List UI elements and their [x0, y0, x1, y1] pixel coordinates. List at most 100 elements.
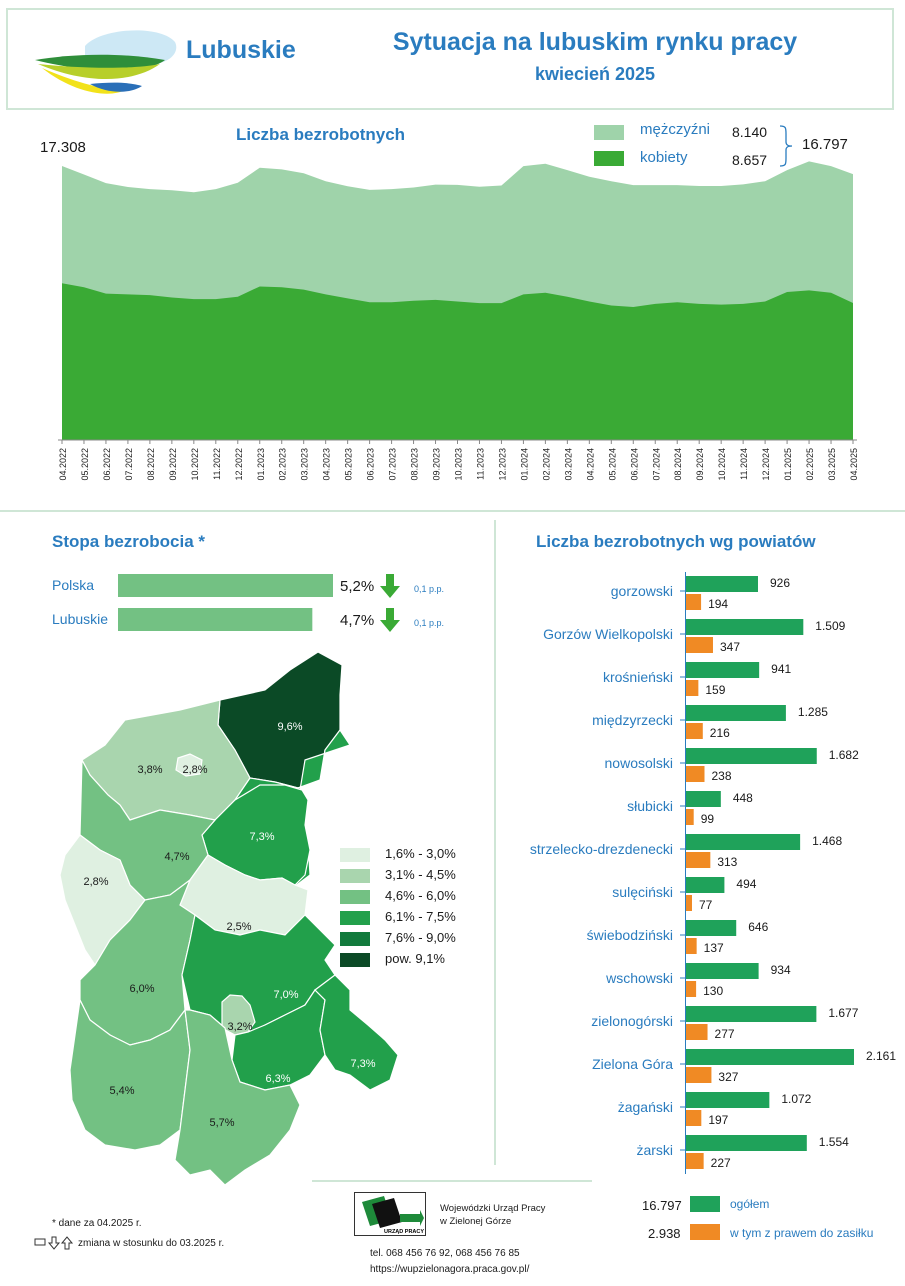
map-legend-swatch — [340, 911, 370, 925]
map-legend-label: 4,6% - 6,0% — [385, 888, 456, 903]
map-region-gorzow-wlkp — [175, 753, 203, 777]
county-category-label: świebodziński — [587, 927, 673, 943]
county-total-label: 1.468 — [812, 834, 842, 848]
county-benefit-bar — [686, 981, 697, 997]
brand-name: Lubuskie — [186, 36, 296, 64]
county-benefit-label: 194 — [708, 597, 728, 611]
down-arrow-icon — [380, 574, 400, 598]
map-legend-swatch — [340, 932, 370, 946]
map-legend-swatch — [340, 953, 370, 967]
legend-total-value: 16.797 — [642, 1198, 682, 1213]
total-value-label: 16.797 — [802, 136, 848, 153]
county-category-label: krośnieński — [603, 669, 673, 685]
county-category-label: sulęciński — [612, 884, 673, 900]
x-tick-label: 10.2023 — [454, 448, 464, 481]
county-benefit-bar — [686, 1067, 712, 1083]
county-benefit-label: 327 — [718, 1070, 738, 1084]
rate-bar — [118, 608, 313, 631]
county-total-label: 1.072 — [781, 1092, 811, 1106]
county-total-label: 1.509 — [815, 619, 845, 633]
x-tick-label: 04.2022 — [58, 448, 68, 481]
county-total-bar — [686, 619, 804, 635]
legend-swatch-benefit — [690, 1224, 720, 1240]
x-tick-label: 05.2022 — [80, 448, 90, 481]
map-region-zielona-gora — [221, 994, 256, 1036]
footer-org-line1: Wojewódzki Urząd Pracy — [440, 1203, 546, 1214]
county-total-label: 1.554 — [819, 1135, 849, 1149]
unemployment-area-chart: 04.2022 05.2022 06.2022 07.2022 08.2022 09.20… — [58, 161, 859, 481]
county-category-label: słubicki — [627, 798, 673, 814]
county-total-label: 941 — [771, 662, 791, 676]
x-tick-label: 07.2024 — [651, 448, 661, 481]
x-tick-label: 01.2023 — [256, 448, 266, 481]
county-total-label: 2.161 — [866, 1049, 896, 1063]
county-benefit-bar — [686, 852, 711, 868]
x-tick-label: 02.2023 — [278, 448, 288, 481]
section-divider — [0, 510, 905, 512]
x-tick-label: 11.2022 — [212, 448, 222, 480]
legend-label-total: ogółem — [730, 1197, 769, 1211]
map-region-value-label: 3,8% — [137, 764, 162, 776]
county-total-bar — [686, 791, 721, 807]
footer-divider — [312, 1180, 592, 1182]
x-tick-label: 08.2023 — [410, 448, 420, 481]
county-category-label: wschowski — [605, 970, 673, 986]
legend-value-men: 8.140 — [732, 124, 768, 140]
change-arrows-icon — [34, 1236, 74, 1250]
county-category-label: żarski — [636, 1142, 673, 1158]
map-region-zaganski — [174, 1009, 301, 1186]
x-tick-label: 01.2024 — [519, 448, 529, 481]
map-region-value-label: 2,8% — [83, 876, 108, 888]
county-benefit-bar — [686, 1110, 702, 1126]
legend-swatch-women — [594, 151, 624, 166]
county-benefit-bar — [686, 680, 699, 696]
county-benefit-label: 130 — [703, 984, 723, 998]
map-region-value-label: 3,2% — [227, 1021, 252, 1033]
county-total-label: 1.285 — [798, 705, 828, 719]
county-benefit-bar — [686, 594, 702, 610]
map-region-value-label: 5,4% — [109, 1085, 134, 1097]
legend-swatch-men — [594, 125, 624, 140]
county-benefit-bar — [686, 938, 697, 954]
county-benefit-bar — [686, 723, 703, 739]
county-total-bar — [686, 1006, 817, 1022]
rate-change-label: 0,1 p.p. — [414, 584, 444, 594]
county-benefit-label: 77 — [699, 898, 713, 912]
x-tick-label: 02.2024 — [541, 448, 551, 481]
x-tick-label: 08.2024 — [673, 448, 683, 481]
legend-value-women: 8.657 — [732, 152, 768, 168]
county-category-label: nowosolski — [605, 755, 673, 771]
x-tick-label: 01.2025 — [783, 448, 793, 481]
county-category-label: zielonogórski — [591, 1013, 673, 1029]
county-benefit-label: 347 — [720, 640, 740, 654]
logo-lime-shape — [38, 64, 160, 80]
page-subtitle: kwiecień 2025 — [534, 64, 656, 84]
county-category-label: Zielona Góra — [592, 1056, 673, 1072]
x-tick-label: 04.2025 — [849, 448, 859, 481]
county-total-label: 494 — [736, 877, 756, 891]
county-benefit-label: 227 — [711, 1156, 731, 1170]
county-category-label: gorzowski — [611, 583, 673, 599]
map-legend-swatch — [340, 869, 370, 883]
county-benefit-label: 313 — [717, 855, 737, 869]
footer-url: https://wupzielonagora.praca.gov.pl/ — [370, 1264, 530, 1275]
county-total-bar — [686, 834, 801, 850]
county-benefit-label: 216 — [710, 726, 730, 740]
x-tick-label: 05.2024 — [607, 448, 617, 481]
x-tick-label: 11.2023 — [475, 448, 485, 480]
x-tick-label: 03.2025 — [827, 448, 837, 481]
map-region-value-label: 4,7% — [164, 851, 189, 863]
county-total-bar — [686, 1049, 854, 1065]
footnote-date: * dane za 04.2025 r. — [52, 1218, 142, 1229]
x-tick-label: 09.2023 — [432, 448, 442, 481]
county-total-bar — [686, 705, 786, 721]
map-region-value-label: 2,8% — [182, 764, 207, 776]
lubuskie-map: 9,6% 3,8% 2,8% 7,3% 4,7% 2,8% 2,5% 6,0% 7,0% 3,2%… — [59, 651, 399, 1186]
area-series-women — [62, 283, 853, 440]
map-region-value-label: 7,3% — [350, 1058, 375, 1070]
wup-logo: URZĄD PRACY — [354, 1192, 426, 1236]
map-legend-swatch — [340, 890, 370, 904]
county-chart-title: Liczba bezrobotnych wg powiatów — [536, 532, 816, 551]
county-total-bar — [686, 1092, 770, 1108]
county-total-bar — [686, 963, 759, 979]
